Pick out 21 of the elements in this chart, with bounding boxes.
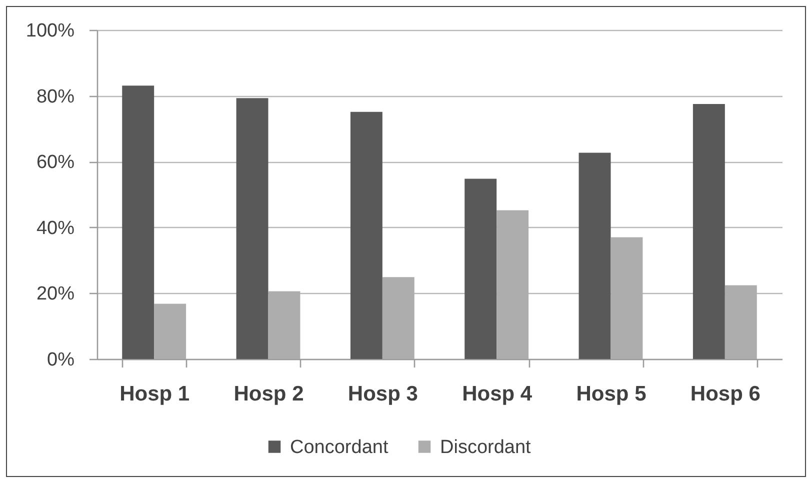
- bar: [578, 152, 611, 359]
- y-tick-label: 40%: [36, 218, 75, 239]
- x-tick-label: Hosp 1: [120, 382, 190, 406]
- legend-label: Concordant: [290, 436, 389, 458]
- y-tick-label: 80%: [36, 86, 75, 108]
- x-tick-label: Hosp 6: [690, 382, 760, 406]
- y-tick-label: 0%: [47, 350, 75, 370]
- x-tick-label: Hosp 2: [234, 382, 304, 406]
- x-tick-label: Hosp 3: [348, 382, 418, 406]
- bar: [122, 86, 154, 359]
- y-tick-label: 100%: [26, 20, 75, 42]
- bar: [464, 178, 497, 359]
- x-tick-label: Hosp 5: [576, 382, 647, 406]
- y-tick-label: 60%: [36, 152, 75, 174]
- bar: [350, 112, 382, 359]
- x-tick-label: Hosp 4: [462, 382, 532, 406]
- bar: [154, 304, 186, 359]
- legend-label: Discordant: [440, 436, 532, 458]
- bar: [236, 98, 268, 359]
- bar: [692, 104, 725, 359]
- y-tick-label: 20%: [36, 284, 75, 305]
